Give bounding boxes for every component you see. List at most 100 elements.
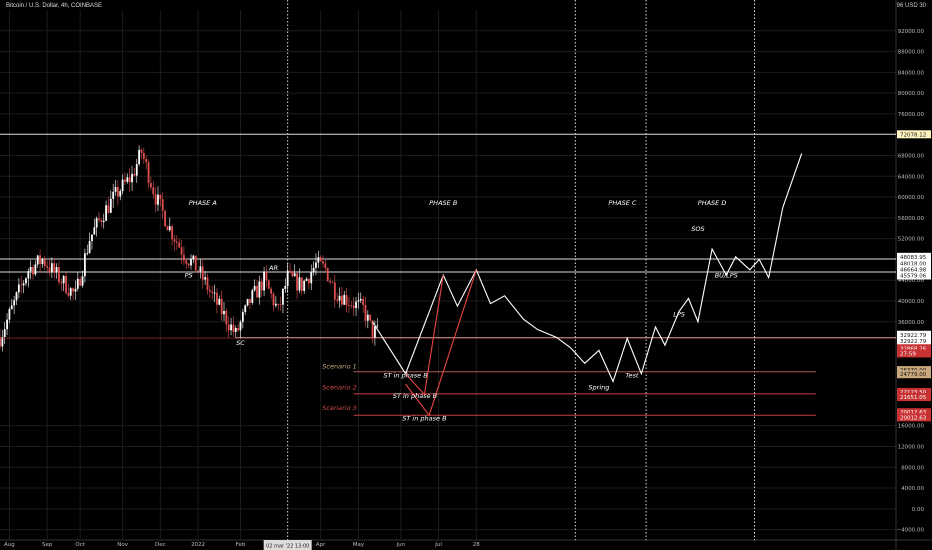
candle-body [173,239,176,242]
y-tick-label: 68000.00 [898,153,925,159]
candle-body [225,310,228,325]
price-label: 48018.00 [900,262,927,268]
candle-body [32,267,34,275]
candle-body [291,271,294,277]
price-label-bg [897,349,931,358]
candle-body [289,270,291,272]
candle-body [246,298,249,306]
annotation-label: AR [268,264,278,272]
candle-body [142,152,145,159]
candle-body [133,173,136,176]
candle-body [352,305,355,309]
candle-body [187,263,190,266]
candle-body [263,271,265,291]
candle-body [204,277,207,280]
candle-body [20,284,23,286]
candle-body [239,321,242,331]
annotation-label: Scenario 1 [322,363,356,371]
candle-body [371,320,374,338]
candle-body [48,267,51,273]
scenario-path [372,153,803,384]
annotation-label: BU/LPS [715,272,738,280]
price-label: 27:59 [900,351,916,357]
candle-body [10,305,13,310]
candle-body [135,164,138,176]
price-label-bg [897,413,931,422]
candle-body [331,282,334,284]
candle-body [350,305,353,307]
candle-body [105,205,108,221]
candle-body [234,327,237,332]
candle-body [319,257,322,262]
symbol-title: Bitcoin / U.S. Dollar, 4h, COINBASE [6,3,103,9]
candle-body [131,173,133,183]
y-tick-label: 56000.00 [898,216,925,222]
candle-body [369,314,372,321]
candle-body [27,271,30,279]
candle-body [218,298,221,305]
candle-body [72,288,74,292]
y-tick-label: 80000.00 [898,91,925,97]
annotation-label: ST in phase B [402,414,447,422]
candle-body [333,282,336,300]
candle-body [1,336,4,347]
price-label: 21651.05 [900,395,927,401]
candle-body [355,301,357,309]
annotation-label: PHASE B [429,199,458,207]
y-tick-label: 40000.00 [898,299,925,305]
candle-body [180,247,183,255]
candle-body [296,273,298,291]
candle-body [157,194,159,205]
candle-body [260,281,263,291]
candle-body [79,278,82,286]
candle-body [119,191,122,197]
candle-body [116,187,119,197]
candle-body [310,272,313,284]
y-tick-label: 16000.00 [898,424,925,430]
candle-body [147,162,150,184]
candle-body [13,300,16,306]
candle-body [65,275,67,294]
candle-body [95,218,98,228]
candle-body [329,281,332,283]
annotation-label: PS [185,272,193,280]
candle-body [25,278,27,284]
candle-body [145,158,148,163]
price-label: 72078.12 [900,132,926,138]
x-tick-label: 28 [473,542,480,548]
candle-body [128,177,131,183]
y-tick-label: −4000.00 [897,528,925,534]
x-cursor-label-bg [263,540,312,550]
candle-body [237,327,240,331]
annotation-label: PHASE A [189,199,217,207]
y-tick-label: 0.00 [912,507,925,513]
candle-body [112,191,115,199]
candle-body [88,240,91,253]
candle-body [298,277,301,291]
y-tick-label: 92000.00 [898,29,925,35]
price-label: 24779.00 [900,372,927,378]
candle-body [150,183,152,188]
candle-body [348,305,350,307]
y-tick-label: 84000.00 [898,70,925,76]
candle-body [223,310,225,315]
annotation-label: SOS [691,225,704,233]
candle-body [305,278,308,281]
price-label-bg [897,344,931,353]
candle-body [336,299,339,301]
price-label-bg [897,259,931,268]
candle-body [114,187,117,192]
candle-body [183,254,185,261]
candle-body [171,226,174,240]
candle-body [175,241,178,243]
candle-body [293,273,296,277]
annotation-label: Test [625,371,639,379]
candle-body [43,259,46,266]
candle-body [98,218,100,221]
candle-body [338,295,341,301]
price-label-bg [897,387,931,396]
candle-body [340,295,343,305]
candle-body [152,187,155,195]
candle-body [50,263,53,273]
